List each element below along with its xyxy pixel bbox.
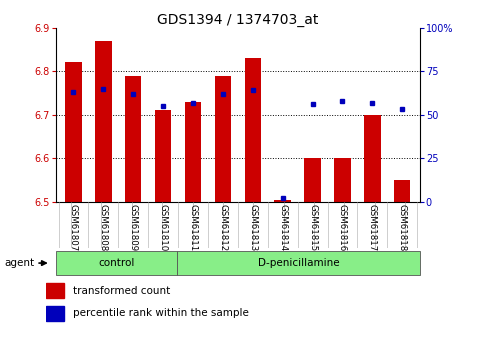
- Bar: [95, 41, 112, 202]
- Text: D-penicillamine: D-penicillamine: [258, 258, 340, 268]
- Bar: [304, 158, 321, 202]
- Text: GSM61812: GSM61812: [218, 204, 227, 252]
- Text: GSM61811: GSM61811: [188, 204, 198, 252]
- Text: GSM61809: GSM61809: [129, 204, 138, 251]
- Bar: [334, 158, 351, 202]
- Text: GSM61818: GSM61818: [398, 204, 407, 252]
- Text: GSM61808: GSM61808: [99, 204, 108, 252]
- Bar: [185, 102, 201, 202]
- Bar: [65, 62, 82, 202]
- Bar: [394, 180, 411, 202]
- Bar: [125, 76, 142, 202]
- Bar: [56, 252, 177, 275]
- Text: agent: agent: [5, 258, 35, 268]
- Bar: [46, 306, 64, 321]
- Text: GSM61807: GSM61807: [69, 204, 78, 252]
- Text: GSM61816: GSM61816: [338, 204, 347, 252]
- Text: GSM61814: GSM61814: [278, 204, 287, 252]
- Bar: [274, 200, 291, 202]
- Bar: [177, 252, 420, 275]
- Text: control: control: [98, 258, 134, 268]
- Text: GSM61810: GSM61810: [158, 204, 168, 252]
- Text: transformed count: transformed count: [73, 286, 170, 296]
- Title: GDS1394 / 1374703_at: GDS1394 / 1374703_at: [157, 12, 319, 27]
- Bar: [46, 283, 64, 298]
- Bar: [244, 58, 261, 202]
- Bar: [155, 110, 171, 202]
- Text: GSM61815: GSM61815: [308, 204, 317, 252]
- Text: percentile rank within the sample: percentile rank within the sample: [73, 308, 249, 318]
- Bar: [215, 76, 231, 202]
- Bar: [364, 115, 381, 202]
- Text: GSM61813: GSM61813: [248, 204, 257, 252]
- Text: GSM61817: GSM61817: [368, 204, 377, 252]
